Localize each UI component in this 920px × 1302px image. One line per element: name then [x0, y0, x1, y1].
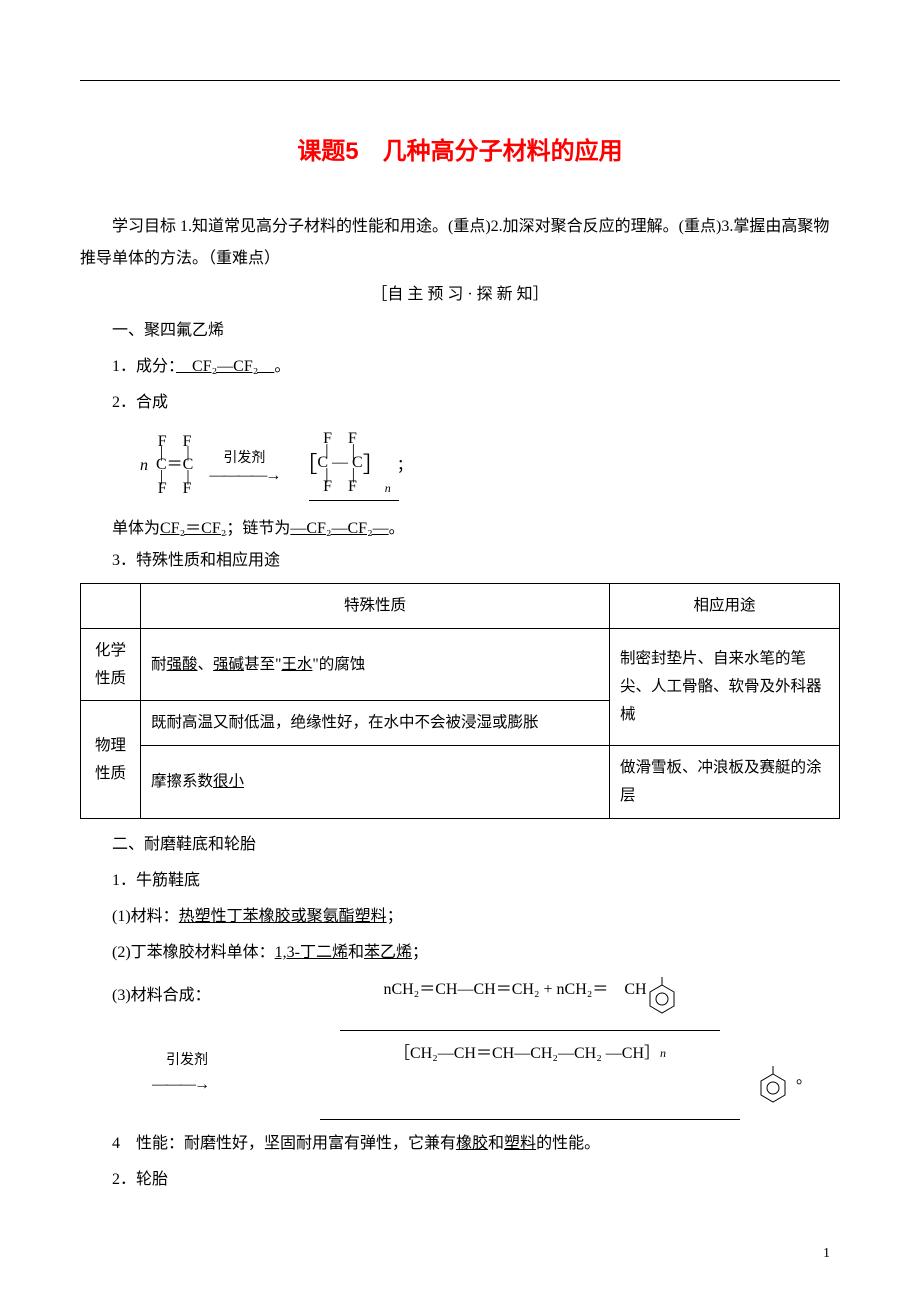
monomer-tail: 。: [389, 520, 405, 537]
section-2-heading: 二、耐磨鞋底和轮胎: [80, 829, 840, 861]
s2-i2-u1: 1,3-丁二烯: [275, 944, 348, 961]
s2-i4-pre: 4 性能：耐磨性好，坚固耐用富有弹性，它兼有: [112, 1135, 456, 1152]
product-wrap: ［ F F ││ C — C ││ F F ］ n ；: [295, 431, 412, 501]
top-rule: [80, 80, 840, 81]
cat-chemical: 化学性质: [81, 628, 141, 701]
sbr-arrow-col: 引发剂 ———→: [80, 1041, 220, 1098]
s2-sub2: 2．轮胎: [80, 1164, 840, 1196]
product-structure: F F ││ C — C ││ F F: [317, 431, 362, 496]
chem-prop-m2: 甚至": [244, 656, 281, 673]
chem-prop: 耐强酸、强碱甚至"王水"的腐蚀: [141, 628, 610, 701]
properties-table: 特殊性质 相应用途 化学性质 耐强酸、强碱甚至"王水"的腐蚀 制密封垫片、自来水…: [80, 583, 840, 819]
table-header-row: 特殊性质 相应用途: [81, 583, 840, 628]
page-number: 1: [823, 1246, 830, 1262]
monomer: CF₂＝CF₂: [160, 520, 226, 537]
s2-i2: (2)丁苯橡胶材料单体：1,3-丁二烯和苯乙烯；: [80, 937, 840, 969]
cat-physical: 物理性质: [81, 701, 141, 819]
table-row: 摩擦系数很小 做滑雪板、冲浪板及赛艇的涂层: [81, 746, 840, 819]
sbr-product-chem: ［CH₂—CH＝CH—CH₂—CH₂ —CH］n 。: [220, 1041, 840, 1120]
chem-prop-u3: 王水: [281, 656, 312, 673]
monomer-line: 单体为CF₂＝CF₂；链节为—CF₂—CF₂—。: [80, 513, 840, 545]
s2-i4-u2: 塑料: [504, 1135, 536, 1152]
sbr-reactant-chem: nCH₂＝CH—CH＝CH₂ + nCH₂＝ CH: [220, 977, 840, 1031]
monomer-pre: 单体为: [112, 520, 160, 537]
learning-objectives: 学习目标 1.知道常见高分子材料的性能和用途。(重点)2.加深对聚合反应的理解。…: [80, 211, 840, 275]
s2-i2-pre: (2)丁苯橡胶材料单体：: [112, 944, 275, 961]
phys-prop-b: 摩擦系数很小: [141, 746, 610, 819]
reactant-bot: F F: [158, 481, 192, 498]
product-bot: F F: [323, 479, 357, 496]
chem-prop-tail: "的腐蚀: [312, 656, 365, 673]
bracket-right: ］: [363, 447, 385, 479]
th-use: 相应用途: [610, 583, 840, 628]
s1-item3: 3．特殊性质和相应用途: [80, 545, 840, 577]
s2-i1-pre: (1)材料：: [112, 908, 179, 925]
sbr-synthesis: (3)材料合成： nCH₂＝CH—CH＝CH₂ + nCH₂＝ CH: [80, 977, 840, 1120]
ptfe-synthesis-reaction: n F F ││ C＝C ││ F F 引发剂 ————→ ［ F F ││ C…: [140, 431, 840, 501]
sbr-product-line-wrap: ［CH₂—CH＝CH—CH₂—CH₂ —CH］n: [394, 1041, 666, 1067]
sbr-reactant-line-wrap: nCH₂＝CH—CH＝CH₂ + nCH₂＝ CH: [383, 977, 676, 1024]
chem-prop-u1: 强酸: [167, 656, 198, 673]
section-1-heading: 一、聚四氟乙烯: [80, 315, 840, 347]
sbr-product-benzene-wrap: 。: [758, 1066, 812, 1113]
phys-b-use: 做滑雪板、冲浪板及赛艇的涂层: [610, 746, 840, 819]
product-underline: [309, 500, 399, 501]
s2-i1-tail: ；: [387, 908, 403, 925]
sbr-period: 。: [796, 1070, 812, 1087]
s2-i4-tail: 的性能。: [536, 1135, 600, 1152]
s2-sub1: 1．牛筋鞋底: [80, 865, 840, 897]
s2-i2-mid: 和: [348, 944, 364, 961]
phys-b-u: 很小: [213, 773, 244, 790]
arrow-label: 引发剂: [223, 447, 265, 467]
sbr-product-line: ［CH₂—CH＝CH—CH₂—CH₂ —CH］: [394, 1041, 660, 1067]
sbr-product-n: n: [660, 1044, 666, 1063]
s2-i2-tail: ；: [412, 944, 428, 961]
s2-i4: 4 性能：耐磨性好，坚固耐用富有弹性，它兼有橡胶和塑料的性能。: [80, 1128, 840, 1160]
sbr-reactant-line: nCH₂＝CH—CH＝CH₂ + nCH₂＝ CH: [383, 977, 646, 1003]
s1-item2: 2．合成: [80, 387, 840, 419]
product-underline: [320, 1119, 740, 1120]
bracket-left: ［: [295, 447, 317, 479]
th-property: 特殊性质: [141, 583, 610, 628]
chem-prop-u2: 强碱: [213, 656, 244, 673]
sbr-arrow-line: ———→: [120, 1072, 208, 1098]
s2-i3-label: (3)材料合成：: [80, 977, 220, 1009]
table-row: 化学性质 耐强酸、强碱甚至"王水"的腐蚀 制密封垫片、自来水笔的笔尖、人工骨骼、…: [81, 628, 840, 701]
sbr-product-row: 引发剂 ———→ ［CH₂—CH＝CH—CH₂—CH₂ —CH］n: [80, 1041, 840, 1120]
repeat-unit: —CF₂—CF₂—: [290, 520, 388, 537]
th-blank: [81, 583, 141, 628]
s1-item1-label: 1．成分：: [112, 358, 176, 375]
lesson-title: 课题5 几种高分子材料的应用: [80, 131, 840, 166]
s2-i1: (1)材料：热塑性丁苯橡胶或聚氨酯塑料；: [80, 901, 840, 933]
s2-i4-u1: 橡胶: [456, 1135, 488, 1152]
s1-item1-tail: 。: [274, 358, 290, 375]
arrow-line: ————→: [209, 467, 279, 485]
document-page: 课题5 几种高分子材料的应用 学习目标 1.知道常见高分子材料的性能和用途。(重…: [0, 0, 920, 1240]
product-n: n: [385, 481, 391, 496]
reaction-tail: ；: [397, 451, 413, 475]
phys-b-pre: 摩擦系数: [151, 773, 213, 790]
product-row: ［ F F ││ C — C ││ F F ］ n ；: [295, 431, 412, 496]
s2-i1-u: 热塑性丁苯橡胶或聚氨酯塑料: [179, 908, 387, 925]
use-merged: 制密封垫片、自来水笔的笔尖、人工骨骼、软骨及外科器械: [610, 628, 840, 746]
reactant-underline: [340, 1030, 720, 1031]
s1-item1-value: CF₂—CF₂: [176, 358, 274, 375]
preview-heading: ［自 主 预 习 · 探 新 知］: [80, 279, 840, 311]
chem-prop-m1: 、: [198, 656, 214, 673]
phys-prop-a: 既耐高温又耐低温，绝缘性好，在水中不会被浸湿或膨胀: [141, 701, 610, 746]
s1-item1: 1．成分： CF₂—CF₂ 。: [80, 351, 840, 383]
reaction-arrow: 引发剂 ————→: [209, 447, 279, 485]
s2-i2-u2: 苯乙烯: [364, 944, 412, 961]
reactant-coeff: n: [140, 457, 148, 475]
monomer-mid: ；链节为: [226, 520, 290, 537]
s2-i4-mid: 和: [488, 1135, 504, 1152]
sbr-arrow-label: 引发剂: [134, 1050, 208, 1072]
sbr-reactant-row: (3)材料合成： nCH₂＝CH—CH＝CH₂ + nCH₂＝ CH: [80, 977, 840, 1031]
benzene-icon: [758, 1066, 788, 1113]
reactant-structure: F F ││ C＝C ││ F F: [156, 434, 193, 499]
sbr-arrow: 引发剂 ———→: [120, 1050, 208, 1098]
benzene-icon: [647, 977, 677, 1024]
chem-prop-pre: 耐: [151, 656, 167, 673]
